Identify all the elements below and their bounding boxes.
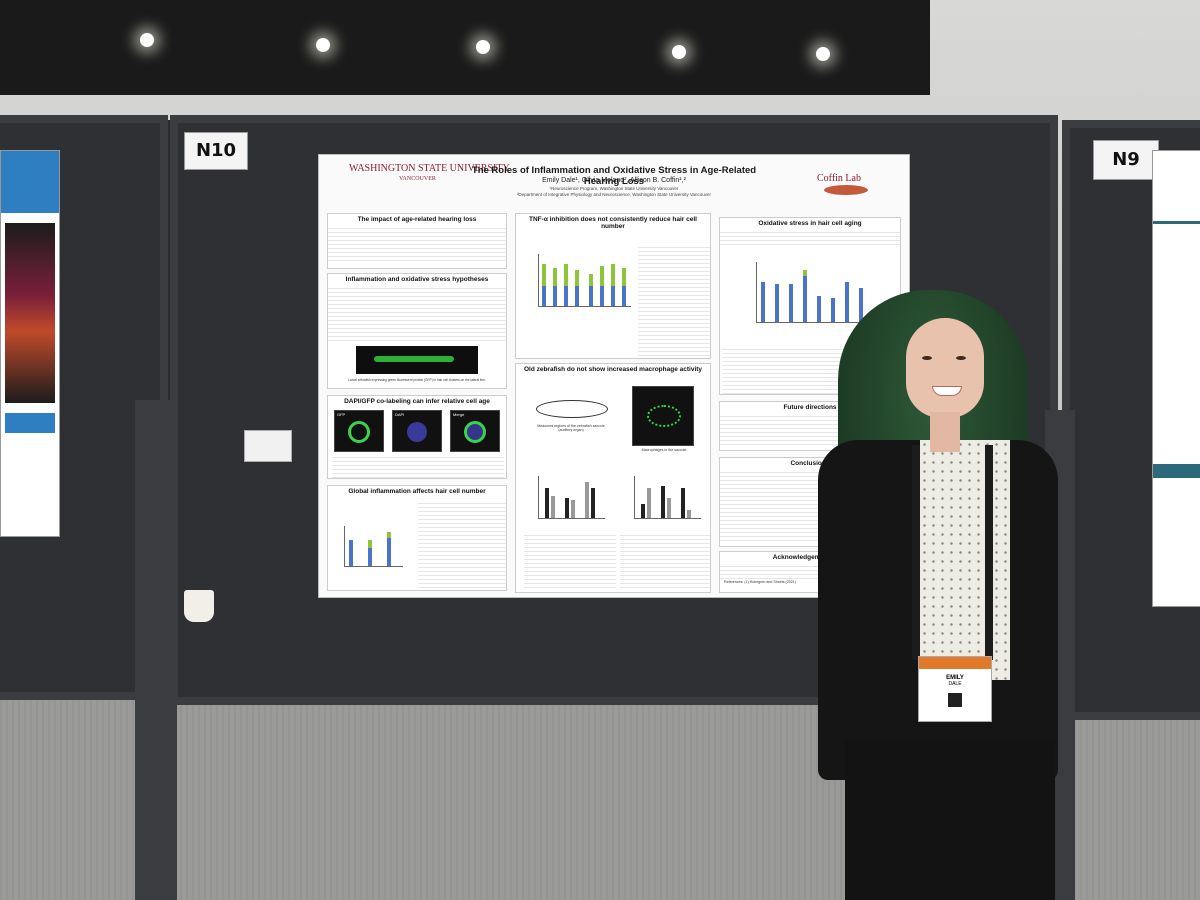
paper-cup — [184, 590, 214, 622]
panel-heading: Conclusions — [790, 460, 830, 467]
panel-tnf-inhibition: TNF-α inhibition does not consistently r… — [515, 213, 711, 359]
person-face — [906, 318, 984, 418]
panel-heading: Old zebrafish do not show increased macr… — [523, 366, 703, 373]
panel-heading: Acknowledgements and — [772, 554, 848, 561]
panel-heading: Future directions — [783, 404, 837, 411]
research-poster: WASHINGTON STATE UNIVERSITY VANCOUVER Th… — [318, 154, 910, 598]
panel-oxidative-stress: Oxidative stress in hair cell aging — [719, 217, 901, 395]
person-blouse — [920, 440, 1010, 680]
ceiling-light — [476, 40, 490, 54]
image-caption: Larval zebrafish expressing green fluore… — [348, 378, 486, 382]
panel-body — [620, 532, 710, 588]
panel-body — [328, 225, 506, 261]
panel-heading: Global inflammation affects hair cell nu… — [348, 488, 486, 495]
panel-body — [720, 229, 900, 245]
panel-body — [332, 454, 504, 478]
lanyard — [985, 445, 993, 660]
panel-heading: TNF-α inhibition does not consistently r… — [529, 216, 697, 230]
micrograph-label: DAPI — [395, 412, 405, 417]
panel-body — [418, 500, 506, 588]
panel-hypotheses: Inflammation and oxidative stress hypoth… — [327, 273, 507, 389]
panel-macrophage: Old zebrafish do not show increased macr… — [515, 363, 711, 593]
board-number-sign: N9 — [1093, 140, 1159, 180]
panel-heading: DAPI/GFP co-labeling can infer relative … — [344, 398, 490, 405]
bar-chart-global — [344, 526, 403, 567]
panel-heading: Inflammation and oxidative stress hypoth… — [345, 276, 489, 283]
ceiling-light — [672, 45, 686, 59]
ceiling-light — [140, 33, 154, 47]
bar-chart-tnf — [538, 254, 631, 307]
panel-heading: Oxidative stress in hair cell aging — [758, 220, 862, 227]
panel-heading: The impact of age-related hearing loss — [357, 216, 477, 223]
badge-name: EMILY — [946, 675, 964, 681]
board-leg — [135, 400, 177, 900]
panel-body — [638, 244, 710, 356]
macro-caption: Macrophages in the saccule — [641, 448, 687, 452]
board-number-sign: N10 — [184, 132, 248, 170]
panel-body — [328, 285, 506, 343]
panel-global-inflammation: Global inflammation affects hair cell nu… — [327, 485, 507, 591]
micrograph-merge: Merge — [450, 410, 500, 452]
institution-sub: VANCOUVER — [399, 176, 436, 182]
neighbor-poster-left — [0, 150, 60, 537]
badge-qr-code — [948, 693, 962, 707]
saccule-caption: Measured regions of the zebrafish saccul… — [537, 424, 605, 432]
zebrafish-image — [356, 346, 478, 374]
references: References: (1) Holmgren and Sheets (202… — [724, 580, 796, 584]
bar-chart-density — [538, 476, 605, 519]
card-holder — [244, 430, 292, 462]
neighbor-poster-right — [1152, 150, 1200, 607]
saccule-diagram — [536, 400, 608, 418]
name-badge: EMILY DALE — [918, 656, 992, 722]
affiliation-2: ²Department of Integrative Physiology an… — [516, 192, 712, 197]
ceiling-light — [316, 38, 330, 52]
micrograph-dapi: DAPI — [392, 410, 442, 452]
institution-name: WASHINGTON STATE UNIVERSITY — [349, 163, 510, 174]
micrograph-label: GFP — [337, 412, 346, 417]
panel-dapi-gfp: DAPI/GFP co-labeling can infer relative … — [327, 395, 507, 479]
fish-logo — [824, 185, 868, 195]
ceiling-light — [816, 47, 830, 61]
macrophage-micrograph — [632, 386, 694, 446]
panel-body — [524, 532, 616, 588]
micrograph-gfp: GFP — [334, 410, 384, 452]
bar-chart-macrophage — [634, 476, 701, 519]
badge-surname: DALE — [948, 681, 962, 687]
micrograph-label: Merge — [453, 412, 465, 417]
poster-authors: Emily Dale¹, Olivia Molano², Allison B. … — [542, 177, 686, 184]
lanyard — [912, 445, 920, 660]
poster-title: The Roles of Inflammation and Oxidative … — [471, 165, 757, 187]
bar-chart-oxidative — [756, 262, 869, 323]
person-pants — [845, 740, 1055, 900]
panel-impact: The impact of age-related hearing loss — [327, 213, 507, 269]
lab-logo: Coffin Lab — [817, 173, 861, 184]
person-neck — [930, 412, 960, 452]
affiliation-1: ¹Neuroscience Program, Washington State … — [549, 186, 679, 191]
